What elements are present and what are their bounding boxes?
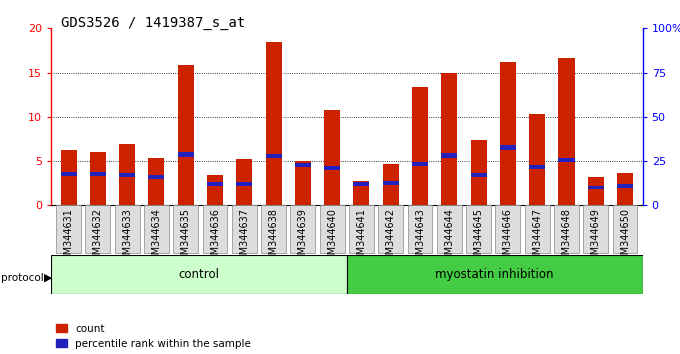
Bar xyxy=(525,205,549,253)
Bar xyxy=(90,172,106,176)
Bar xyxy=(236,182,252,186)
Bar xyxy=(236,159,252,205)
Bar xyxy=(232,205,257,253)
Text: GSM344641: GSM344641 xyxy=(356,208,367,267)
Text: GSM344649: GSM344649 xyxy=(591,208,600,267)
Text: GSM344635: GSM344635 xyxy=(181,208,190,267)
Bar xyxy=(558,58,575,205)
Bar xyxy=(554,205,579,253)
Bar xyxy=(265,154,282,159)
Text: GSM344633: GSM344633 xyxy=(122,208,132,267)
Bar xyxy=(261,205,286,253)
Text: myostatin inhibition: myostatin inhibition xyxy=(435,268,554,281)
Bar xyxy=(61,172,77,176)
Legend: count, percentile rank within the sample: count, percentile rank within the sample xyxy=(56,324,251,349)
Bar xyxy=(347,255,643,294)
Text: GSM344640: GSM344640 xyxy=(327,208,337,267)
Bar xyxy=(90,152,106,205)
Bar xyxy=(207,175,223,205)
Bar xyxy=(119,173,135,177)
Text: GSM344639: GSM344639 xyxy=(298,208,308,267)
Bar xyxy=(148,175,165,179)
Bar xyxy=(119,144,135,205)
Bar xyxy=(471,140,487,205)
Text: ▶: ▶ xyxy=(44,273,53,283)
Bar xyxy=(324,166,340,170)
Bar xyxy=(349,205,374,253)
Bar xyxy=(86,205,110,253)
Text: GSM344650: GSM344650 xyxy=(620,208,630,267)
Text: protocol: protocol xyxy=(1,273,44,283)
Text: GSM344646: GSM344646 xyxy=(503,208,513,267)
Bar xyxy=(617,173,633,205)
Bar xyxy=(51,255,347,294)
Bar xyxy=(558,158,575,162)
Text: control: control xyxy=(178,268,220,281)
Bar xyxy=(203,205,227,253)
Text: GSM344642: GSM344642 xyxy=(386,208,396,267)
Bar xyxy=(588,177,604,205)
Bar xyxy=(173,205,198,253)
Bar xyxy=(324,110,340,205)
Bar xyxy=(613,205,637,253)
Text: GSM344643: GSM344643 xyxy=(415,208,425,267)
Bar xyxy=(383,181,398,185)
Text: GSM344648: GSM344648 xyxy=(562,208,571,267)
Bar xyxy=(617,184,633,188)
Bar xyxy=(500,62,516,205)
Text: GSM344634: GSM344634 xyxy=(152,208,161,267)
Bar xyxy=(583,205,608,253)
Bar xyxy=(207,182,223,186)
Bar xyxy=(290,205,316,253)
Text: GSM344644: GSM344644 xyxy=(444,208,454,267)
Bar xyxy=(320,205,345,253)
Bar xyxy=(295,163,311,167)
Text: GSM344647: GSM344647 xyxy=(532,208,542,267)
Text: GSM344636: GSM344636 xyxy=(210,208,220,267)
Bar xyxy=(437,205,462,253)
Bar xyxy=(295,161,311,205)
Bar xyxy=(148,158,165,205)
Bar xyxy=(500,145,516,149)
Bar xyxy=(383,164,398,205)
Text: GSM344632: GSM344632 xyxy=(93,208,103,267)
Text: GSM344638: GSM344638 xyxy=(269,208,279,267)
Bar xyxy=(378,205,403,253)
Bar xyxy=(354,182,369,186)
Bar xyxy=(471,173,487,177)
Bar xyxy=(177,152,194,156)
Bar xyxy=(61,149,77,205)
Bar xyxy=(144,205,169,253)
Bar xyxy=(354,181,369,205)
Bar xyxy=(56,205,81,253)
Bar xyxy=(466,205,491,253)
Bar xyxy=(529,114,545,205)
Bar xyxy=(529,165,545,169)
Text: GDS3526 / 1419387_s_at: GDS3526 / 1419387_s_at xyxy=(61,16,245,30)
Bar xyxy=(412,87,428,205)
Bar xyxy=(177,65,194,205)
Bar xyxy=(412,162,428,166)
Bar xyxy=(115,205,139,253)
Text: GSM344645: GSM344645 xyxy=(473,208,483,267)
Bar xyxy=(265,42,282,205)
Text: GSM344637: GSM344637 xyxy=(239,208,250,267)
Bar xyxy=(441,73,458,205)
Bar xyxy=(441,153,458,158)
Bar xyxy=(407,205,432,253)
Bar xyxy=(496,205,520,253)
Text: GSM344631: GSM344631 xyxy=(63,208,73,267)
Bar xyxy=(588,186,604,189)
